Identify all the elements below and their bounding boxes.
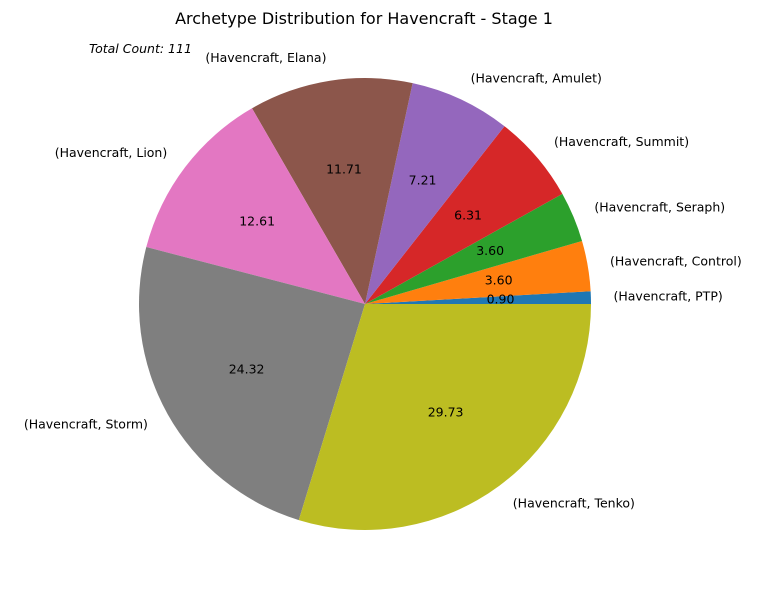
slice-percentage-label: 11.71 (326, 162, 362, 177)
slice-percentage-label: 12.61 (239, 213, 275, 228)
slice-percentage-label: 7.21 (409, 173, 437, 188)
slice-category-label: (Havencraft, Elana) (205, 50, 326, 65)
slice-percentage-label: 0.90 (487, 292, 515, 307)
pie-slices (139, 78, 591, 530)
pie-labels: (Havencraft, PTP) 0.90 (Havencraft, Contro… (24, 50, 742, 510)
slice-category-label: (Havencraft, Lion) (55, 145, 168, 160)
pie-slice (365, 126, 563, 304)
pie-slice (298, 304, 591, 530)
chart-title: Archetype Distribution for Havencraft - … (175, 9, 553, 28)
pie-slice (139, 247, 365, 521)
pie-slice (365, 83, 505, 305)
pie-slice (365, 240, 591, 304)
slice-category-label: (Havencraft, PTP) (614, 288, 723, 303)
slice-percentage-label: 29.73 (428, 405, 464, 420)
pie-slice (365, 291, 591, 304)
slice-category-label: (Havencraft, Storm) (24, 417, 148, 432)
slice-category-label: (Havencraft, Seraph) (594, 200, 725, 215)
slice-percentage-label: 24.32 (229, 362, 265, 377)
pie-slice (365, 193, 583, 304)
slice-category-label: (Havencraft, Amulet) (471, 70, 602, 85)
slice-category-label: (Havencraft, Control) (610, 254, 742, 269)
slice-category-label: (Havencraft, Tenko) (513, 495, 635, 510)
slice-percentage-label: 3.60 (476, 243, 504, 258)
slice-percentage-label: 3.60 (485, 273, 513, 288)
total-count-annotation: Total Count: 111 (89, 41, 192, 56)
pie-slice (252, 78, 413, 304)
pie-slice (146, 108, 365, 304)
slice-category-label: (Havencraft, Summit) (554, 134, 689, 149)
slice-percentage-label: 6.31 (454, 207, 482, 222)
